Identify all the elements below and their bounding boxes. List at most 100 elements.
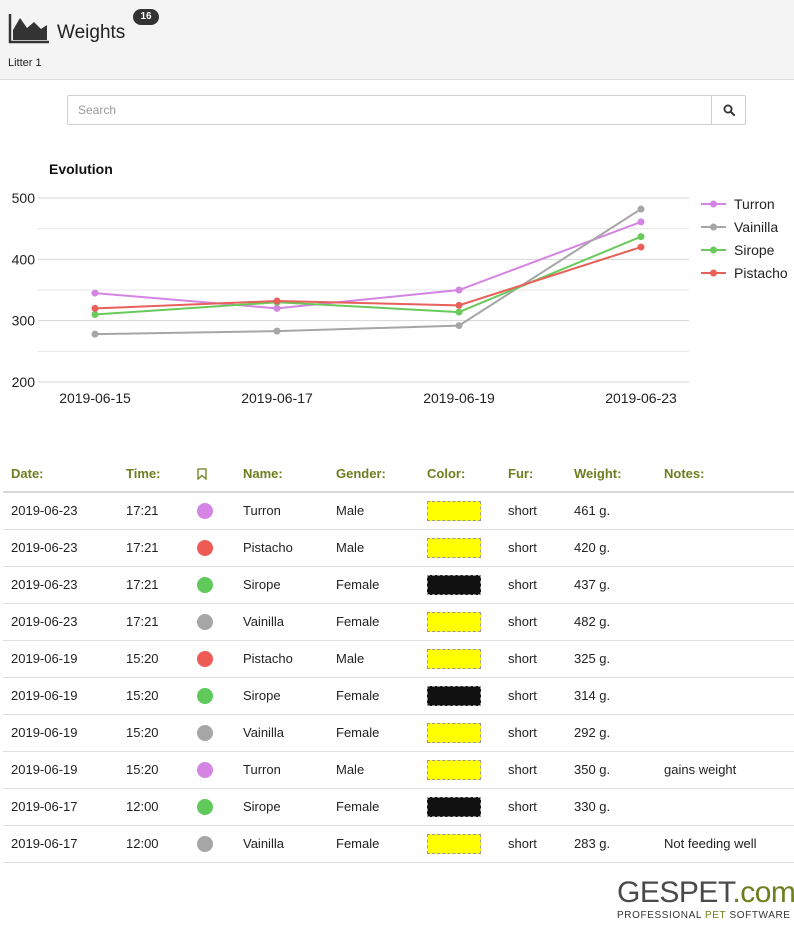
cell-name: Pistacho [243, 529, 336, 567]
data-point [91, 330, 99, 338]
cell-date: 2019-06-19 [3, 751, 126, 789]
cell-gender: Male [336, 640, 427, 678]
header-time[interactable]: Time: [126, 455, 197, 493]
cell-name: Turron [243, 751, 336, 789]
table-row[interactable]: 2019-06-23 17:21 Pistacho Male short 420… [3, 529, 794, 567]
header-notes[interactable]: Notes: [664, 455, 794, 493]
table-row[interactable]: 2019-06-17 12:00 Vainilla Female short 2… [3, 825, 794, 863]
cell-fur: short [508, 751, 574, 789]
cell-date: 2019-06-19 [3, 640, 126, 678]
gespet-logo: GESPET.com PROFESSIONAL PET SOFTWARE [617, 878, 794, 930]
legend-label: Turron [734, 196, 775, 212]
animal-color-dot [197, 650, 213, 667]
series-line [94, 220, 642, 310]
animal-color-dot [197, 687, 213, 704]
table-row[interactable]: 2019-06-19 15:20 Turron Male short 350 g… [3, 751, 794, 789]
cell-date: 2019-06-23 [3, 566, 126, 604]
cell-name: Sirope [243, 566, 336, 604]
color-swatch [427, 833, 481, 854]
cell-color [427, 566, 508, 604]
y-tick-label: 500 [12, 190, 36, 206]
cell-color [427, 677, 508, 715]
data-point [455, 322, 463, 330]
cell-weight: 330 g. [574, 788, 664, 826]
cell-date: 2019-06-19 [3, 714, 126, 752]
cell-time: 12:00 [126, 825, 197, 863]
bookmark-icon [197, 468, 207, 481]
cell-color [427, 529, 508, 567]
table-row[interactable]: 2019-06-19 15:20 Vainilla Female short 2… [3, 714, 794, 752]
animal-color-dot [197, 613, 213, 630]
cell-color [427, 640, 508, 678]
cell-name: Sirope [243, 677, 336, 715]
cell-gender: Female [336, 825, 427, 863]
page-title: Weights [57, 22, 126, 43]
color-swatch [427, 611, 481, 632]
data-point [455, 286, 463, 294]
cell-weight: 325 g. [574, 640, 664, 678]
header-weight[interactable]: Weight: [574, 455, 664, 493]
cell-fur: short [508, 566, 574, 604]
search-input[interactable] [68, 96, 713, 124]
color-swatch [427, 648, 481, 669]
series-line [94, 208, 642, 336]
evolution-chart: 200 300 400 500 2019-06-15 2019-06-17 2019-06-… [12, 190, 788, 406]
cell-name: Vainilla [243, 825, 336, 863]
legend-label: Vainilla [734, 219, 778, 235]
header-date[interactable]: Date: [3, 455, 126, 493]
data-point [91, 304, 99, 312]
header-gender[interactable]: Gender: [336, 455, 427, 493]
cell-date: 2019-06-23 [3, 603, 126, 641]
cell-gender: Female [336, 677, 427, 715]
area-chart-icon [8, 14, 49, 44]
cell-fur: short [508, 492, 574, 530]
cell-fur: short [508, 640, 574, 678]
legend-marker [710, 269, 717, 277]
table-row[interactable]: 2019-06-17 12:00 Sirope Female short 330… [3, 788, 794, 826]
table-row[interactable]: 2019-06-23 17:21 Turron Male short 461 g… [3, 492, 794, 530]
cell-time: 15:20 [126, 640, 197, 678]
cell-time: 15:20 [126, 677, 197, 715]
color-swatch [427, 759, 481, 780]
legend-label: Pistacho [734, 265, 788, 281]
header-color[interactable]: Color: [427, 455, 508, 493]
data-point [91, 289, 99, 297]
cell-marker [197, 714, 243, 752]
cell-time: 12:00 [126, 788, 197, 826]
cell-time: 17:21 [126, 529, 197, 567]
cell-marker [197, 751, 243, 789]
y-tick-label: 400 [12, 251, 36, 267]
brand-suffix: .com [732, 876, 794, 909]
cell-weight: 437 g. [574, 566, 664, 604]
table-row[interactable]: 2019-06-19 15:20 Pistacho Male short 325… [3, 640, 794, 678]
color-swatch [427, 500, 481, 521]
cell-color [427, 788, 508, 826]
animal-color-dot [197, 539, 213, 556]
cell-weight: 292 g. [574, 714, 664, 752]
chart-title: Evolution [49, 161, 113, 177]
header-name[interactable]: Name: [243, 455, 336, 493]
cell-date: 2019-06-23 [3, 492, 126, 530]
animal-color-dot [197, 576, 213, 593]
cell-name: Sirope [243, 788, 336, 826]
cell-marker [197, 603, 243, 641]
header-bookmark[interactable] [197, 455, 243, 493]
header-fur[interactable]: Fur: [508, 455, 574, 493]
animal-color-dot [197, 503, 213, 520]
tagline-b: PET [705, 910, 727, 921]
color-swatch [427, 537, 481, 558]
table-row[interactable]: 2019-06-23 17:21 Sirope Female short 437… [3, 566, 794, 604]
x-tick-label: 2019-06-23 [605, 390, 677, 406]
color-swatch [427, 574, 481, 595]
legend-marker [710, 200, 717, 208]
search-button[interactable] [711, 96, 745, 124]
cell-name: Pistacho [243, 640, 336, 678]
table-row[interactable]: 2019-06-23 17:21 Vainilla Female short 4… [3, 603, 794, 641]
cell-date: 2019-06-17 [3, 825, 126, 863]
cell-date: 2019-06-17 [3, 788, 126, 826]
cell-name: Turron [243, 492, 336, 530]
y-tick-label: 300 [12, 313, 36, 329]
table-row[interactable]: 2019-06-19 15:20 Sirope Female short 314… [3, 677, 794, 715]
cell-gender: Female [336, 788, 427, 826]
cell-weight: 283 g. [574, 825, 664, 863]
